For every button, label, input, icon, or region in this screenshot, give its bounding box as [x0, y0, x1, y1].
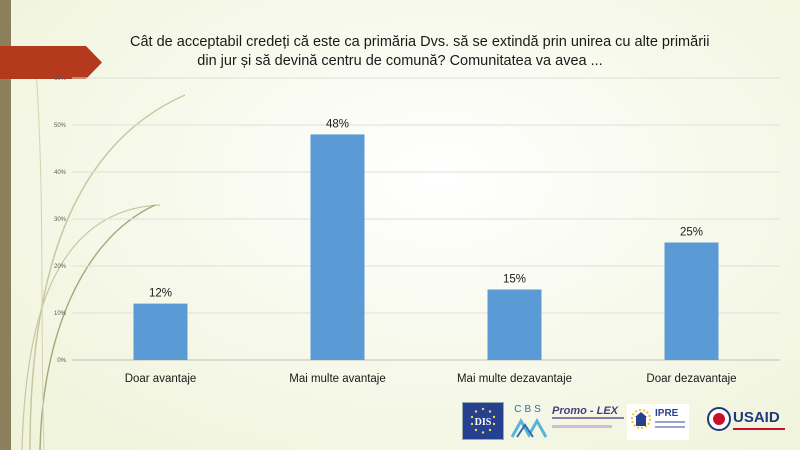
ipre-logo-line1	[655, 421, 685, 423]
usaid-logo-tagline	[733, 428, 785, 430]
title-arrow-decor	[0, 46, 102, 79]
y-tick-label: 10%	[54, 311, 67, 317]
ipre-logo: IPRE	[627, 404, 689, 440]
bar	[133, 303, 188, 360]
bar	[487, 289, 542, 360]
chart-title: Cât de acceptabil credeți că este ca pri…	[130, 33, 710, 71]
x-tick-label: Doar avantaje	[125, 373, 197, 385]
cbs-logo-text: CBS	[514, 404, 544, 415]
dis-logo: DIS	[462, 402, 504, 440]
chart-title-line2: din jur și să devină centru de comună? C…	[197, 53, 603, 69]
bar	[664, 242, 719, 360]
cbs-logo-mark	[510, 417, 548, 439]
y-tick-label: 20%	[54, 264, 67, 270]
usaid-logo: USAID	[707, 404, 787, 440]
ipre-logo-emblem	[631, 409, 651, 429]
y-tick-label: 60%	[54, 76, 67, 82]
data-label: 48%	[326, 118, 349, 130]
x-tick-label: Mai multe avantaje	[289, 373, 386, 385]
usaid-logo-text: USAID	[733, 409, 780, 426]
y-tick-label: 50%	[54, 123, 67, 129]
cbs-logo: CBS	[509, 404, 549, 440]
data-label: 25%	[680, 227, 703, 239]
data-label: 12%	[149, 288, 172, 300]
promolex-logo: Promo - LEX	[552, 405, 624, 439]
left-decor-bar	[0, 0, 11, 450]
ipre-logo-line2	[655, 426, 685, 428]
y-tick-label: 30%	[54, 217, 67, 223]
bar	[310, 134, 365, 360]
y-tick-label: 0%	[57, 358, 66, 364]
data-label: 15%	[503, 274, 526, 286]
x-tick-label: Doar dezavantaje	[646, 373, 736, 385]
y-tick-label: 40%	[54, 170, 67, 176]
ipre-logo-text: IPRE	[655, 408, 679, 419]
usaid-logo-seal	[707, 407, 731, 431]
promolex-logo-text: Promo - LEX	[552, 405, 624, 419]
x-tick-label: Mai multe dezavantaje	[457, 373, 572, 385]
chart-title-line1: Cât de acceptabil credeți că este ca pri…	[130, 34, 710, 50]
dis-logo-graphic: DIS	[470, 407, 496, 434]
decorative-swirl	[21, 69, 186, 450]
promolex-tagline	[552, 425, 612, 428]
svg-text:DIS: DIS	[475, 417, 492, 428]
